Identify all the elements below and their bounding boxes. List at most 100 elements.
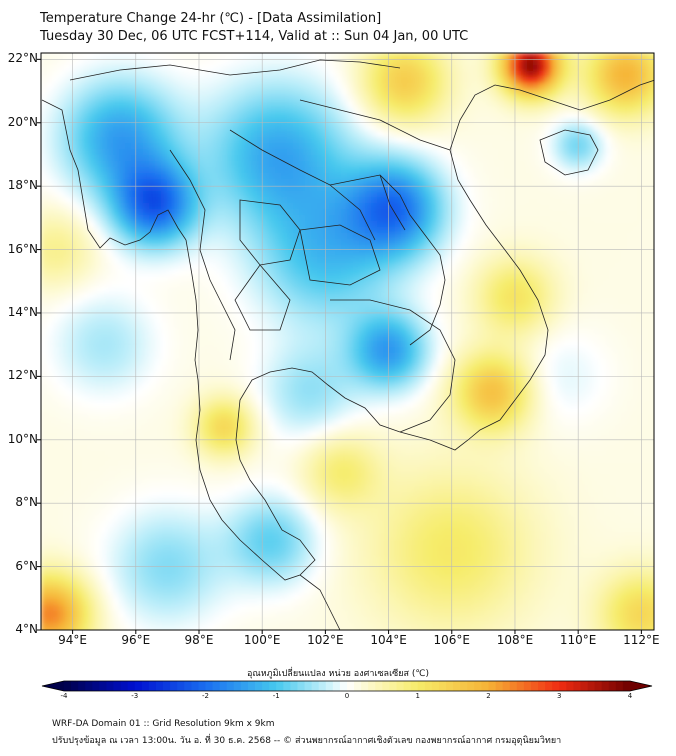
colorbar-segment <box>396 681 404 691</box>
colorbar-segment <box>170 681 178 691</box>
internal-thailand-1 <box>239 199 301 266</box>
colorbar-segment <box>177 681 185 691</box>
colorbar-tick-label: -3 <box>131 692 139 700</box>
colorbar-segment <box>127 681 136 691</box>
lon-label: 96°E <box>121 633 151 647</box>
colorbar-segment <box>85 681 93 691</box>
colorbar-tick-label: 3 <box>557 692 562 700</box>
lon-label: 94°E <box>58 633 88 647</box>
border-china <box>69 59 401 81</box>
internal-thailand-3 <box>234 264 291 331</box>
colorbar <box>41 680 653 692</box>
lon-label: 112°E <box>623 633 660 647</box>
colorbar-segment <box>113 681 121 691</box>
colorbar-segment <box>354 681 362 691</box>
lon-label: 110°E <box>559 633 597 647</box>
colorbar-segment <box>453 681 461 691</box>
colorbar-segment <box>339 681 348 691</box>
country-borders <box>41 59 654 630</box>
lat-label: 8°N <box>15 495 38 510</box>
coastline-gulf-west <box>221 367 401 581</box>
plot-frame <box>40 52 655 631</box>
colorbar-segment <box>155 681 164 691</box>
lat-label: 6°N <box>15 558 38 573</box>
colorbar-segment <box>141 681 150 691</box>
lat-label: 22°N <box>7 51 38 66</box>
lat-label: 16°N <box>7 241 38 256</box>
border-malaysia <box>299 574 341 630</box>
colorbar-segment <box>410 681 419 691</box>
lat-label: 18°N <box>7 178 38 193</box>
colorbar-segment <box>283 681 291 691</box>
colorbar-max-extension <box>630 681 652 691</box>
colorbar-segment <box>318 681 327 691</box>
colorbar-segment <box>304 681 313 691</box>
colorbar-segment <box>212 681 221 691</box>
footer-model-info: WRF-DA Domain 01 :: Grid Resolution 9km … <box>52 719 275 729</box>
colorbar-segment <box>269 681 277 691</box>
coastline-vietnam <box>399 79 654 451</box>
colorbar-segment <box>332 681 341 691</box>
colorbar-segment <box>545 681 553 691</box>
colorbar-segment <box>148 681 157 691</box>
lat-lon-grid <box>41 53 654 630</box>
colorbar-segment <box>467 681 475 691</box>
colorbar-tick-label: 4 <box>627 692 633 700</box>
lon-label: 100°E <box>243 633 281 647</box>
colorbar-segment <box>580 681 588 691</box>
map-title-line-2: Tuesday 30 Dec, 06 UTC FCST+114, Valid a… <box>40 29 469 44</box>
lat-label: 10°N <box>7 431 38 446</box>
footer-update-info: ปรับปรุงข้อมูล ณ เวลา 13:00น. วัน อ. ที่… <box>52 736 562 746</box>
colorbar-segment <box>92 681 100 691</box>
colorbar-segment <box>587 681 596 691</box>
map-title-line-1: Temperature Change 24-hr (℃) - [Data Ass… <box>40 11 382 26</box>
colorbar-segment <box>495 681 504 691</box>
lat-label: 14°N <box>7 304 38 319</box>
colorbar-segment <box>219 681 228 691</box>
colorbar-segment <box>382 681 390 691</box>
colorbar-segment <box>297 681 305 691</box>
colorbar-segment <box>311 681 320 691</box>
colorbar-segment <box>368 681 376 691</box>
colorbar-segment <box>184 681 192 691</box>
colorbar-segment <box>594 681 603 691</box>
colorbar-segment <box>502 681 511 691</box>
border-thailand-laos <box>229 129 446 346</box>
lon-label: 102°E <box>307 633 344 647</box>
coastline-myanmar-west <box>41 99 187 249</box>
lon-label: 104°E <box>370 633 407 647</box>
colorbar-min-extension <box>42 681 64 691</box>
colorbar-segment <box>424 681 433 691</box>
colorbar-segment <box>134 681 143 691</box>
colorbar-segment <box>233 681 242 691</box>
internal-thailand-2 <box>299 224 381 286</box>
colorbar-segment <box>71 681 79 691</box>
colorbar-segment <box>615 681 624 691</box>
colorbar-segment <box>276 681 284 691</box>
colorbar-segment <box>64 681 72 691</box>
colorbar-segment <box>191 681 199 691</box>
colorbar-segment <box>389 681 397 691</box>
colorbar-segment <box>552 681 560 691</box>
axis-ticks <box>37 58 642 634</box>
colorbar-segment <box>255 681 263 691</box>
colorbar-segment <box>446 681 454 691</box>
colorbar-segment <box>481 681 489 691</box>
colorbar-tick-label: 0 <box>344 692 350 700</box>
colorbar-segment <box>99 681 107 691</box>
colorbar-segment <box>205 681 213 691</box>
colorbar-segment <box>516 681 525 691</box>
colorbar-segment <box>78 681 86 691</box>
colorbar-segment <box>290 681 298 691</box>
border-thailand-myanmar <box>169 149 236 361</box>
lon-label: 106°E <box>433 633 471 647</box>
coastline-myanmar-south <box>185 239 223 521</box>
colorbar-segment <box>559 681 567 691</box>
colorbar-segment <box>325 681 334 691</box>
colorbar-segment <box>601 681 610 691</box>
colorbar-tick-label: -2 <box>202 692 209 700</box>
colorbar-segment <box>106 681 114 691</box>
colorbar-title: อุณหภูมิเปลี่ยนแปลง หน่วย องศาเซลเซียส (… <box>246 669 430 679</box>
lat-label: 12°N <box>7 368 38 383</box>
